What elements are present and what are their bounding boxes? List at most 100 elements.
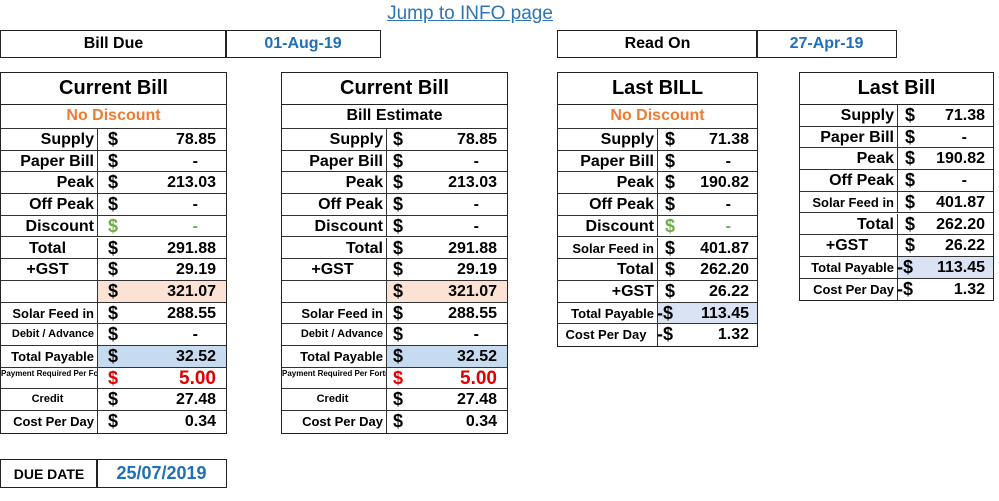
read-on-value[interactable]: 27-Apr-19: [756, 30, 897, 58]
value-cell[interactable]: $190.82: [898, 148, 993, 169]
row-label: Total Payable: [282, 346, 387, 367]
value-cell[interactable]: $ -: [387, 151, 507, 172]
table-row: Payment Required Per Fortnight Pay on Ti…: [1, 367, 226, 390]
row-label: Peak: [558, 172, 658, 194]
value-cell[interactable]: -$ 1.32: [897, 279, 993, 301]
value-cell[interactable]: $5.00: [387, 368, 507, 389]
value-cell[interactable]: $29.19: [387, 259, 507, 280]
table-row: Off Peak $ -: [558, 194, 757, 216]
row-label: +GST: [1, 259, 98, 280]
value-cell[interactable]: $288.55: [387, 303, 507, 324]
table-row: +GST $29.19: [282, 259, 507, 281]
value-cell[interactable]: $29.19: [98, 259, 226, 280]
value-cell[interactable]: $291.88: [98, 238, 226, 259]
value-cell[interactable]: $5.00: [98, 368, 226, 389]
row-label: +GST: [800, 235, 898, 256]
row-label: Off Peak: [1, 194, 98, 215]
value-cell[interactable]: $78.85: [387, 129, 507, 150]
currency-sign: $: [665, 129, 676, 149]
value-cell[interactable]: $ -: [898, 127, 993, 148]
currency-sign: $: [393, 346, 404, 366]
row-value: -: [961, 172, 967, 190]
row-value: 78.85: [175, 131, 216, 148]
currency-sign: $: [393, 411, 404, 432]
row-label: Debit / Advance: [282, 324, 387, 345]
value-cell[interactable]: $ -: [98, 194, 226, 215]
value-cell[interactable]: $ -: [387, 194, 507, 215]
table-row: $321.07: [1, 280, 226, 303]
row-label: Cost Per Day: [1, 411, 98, 433]
value-cell[interactable]: $71.38: [658, 129, 757, 150]
value-cell[interactable]: $26.22: [898, 235, 993, 256]
value-cell[interactable]: $288.55: [98, 303, 226, 324]
row-value: 291.88: [448, 239, 497, 257]
value-cell[interactable]: $ -: [98, 151, 226, 172]
row-label: Supply: [558, 129, 658, 150]
value-cell[interactable]: $ -: [98, 216, 226, 237]
currency-sign: $: [393, 129, 404, 149]
value-cell[interactable]: $0.34: [98, 411, 226, 433]
row-value: 113.45: [700, 304, 749, 322]
value-cell[interactable]: $27.48: [387, 389, 507, 410]
table-row: Supply $78.85: [282, 129, 507, 151]
value-cell[interactable]: $78.85: [98, 129, 226, 150]
currency-sign: $: [393, 367, 404, 388]
value-cell[interactable]: $ -: [387, 216, 507, 237]
value-cell[interactable]: $27.48: [98, 389, 226, 410]
value-cell[interactable]: $0.34: [387, 411, 507, 433]
row-value: 321.07: [167, 282, 216, 300]
table-title: Current Bill: [1, 73, 226, 105]
value-cell[interactable]: $ -: [387, 324, 507, 345]
value-cell[interactable]: $401.87: [658, 238, 757, 259]
currency-sign: $: [905, 148, 916, 169]
jump-to-info-link[interactable]: Jump to INFO page: [387, 3, 553, 24]
value-cell[interactable]: $291.88: [387, 238, 507, 259]
value-cell[interactable]: $321.07: [98, 280, 226, 302]
row-value: 288.55: [448, 304, 497, 322]
table-row: Total $262.20: [800, 213, 993, 236]
table-row: Debit / Advance $ -: [282, 324, 507, 346]
currency-sign: $: [665, 194, 676, 215]
table-row: Off Peak $ -: [800, 170, 993, 192]
value-cell[interactable]: $262.20: [658, 259, 757, 280]
currency-sign: $: [108, 302, 119, 323]
value-cell[interactable]: $ -: [98, 324, 226, 345]
table-row: Payment Required Per Fortnight$5.00: [282, 367, 507, 390]
value-cell[interactable]: $213.03: [387, 172, 507, 193]
row-label: Solar Feed in: [558, 237, 658, 259]
row-label: Cost Per Day: [800, 278, 898, 301]
table-subtitle: Bill Estimate: [282, 105, 507, 129]
bill-table-1: Current Bill No Discount Supply $78.85 Paper…: [0, 72, 227, 434]
bill-table-4: Last Bill Supply $71.38 Paper Bill $ - Peak $19…: [799, 72, 994, 302]
value-cell[interactable]: $401.87: [898, 192, 993, 213]
value-cell[interactable]: -$ 113.45: [657, 302, 757, 324]
value-cell[interactable]: $26.22: [658, 281, 757, 302]
value-cell[interactable]: $32.52: [387, 346, 507, 367]
value-cell[interactable]: $ -: [898, 170, 993, 191]
row-label: Peak: [282, 172, 387, 194]
row-value: 113.45: [936, 258, 985, 276]
due-date-value[interactable]: 25/07/2019: [96, 459, 227, 488]
row-value: 0.34: [465, 413, 497, 431]
currency-sign: $: [393, 194, 404, 215]
value-cell[interactable]: $ -: [658, 216, 757, 237]
value-cell[interactable]: $71.38: [898, 105, 993, 126]
table-title: Current Bill: [282, 73, 507, 105]
value-cell[interactable]: $262.20: [898, 214, 993, 235]
value-cell[interactable]: $190.82: [658, 172, 757, 193]
currency-sign: $: [665, 259, 676, 280]
value-cell[interactable]: $321.07: [387, 280, 507, 302]
table-row: $321.07: [282, 280, 507, 303]
bill-due-value[interactable]: 01-Aug-19: [225, 30, 381, 58]
row-label: Off Peak: [282, 194, 387, 215]
value-cell[interactable]: $ -: [658, 194, 757, 215]
row-label: Off Peak: [558, 194, 658, 215]
value-cell[interactable]: $ -: [658, 151, 757, 172]
value-cell[interactable]: -$ 1.32: [657, 324, 757, 346]
bill-table-2: Current Bill Bill Estimate Supply $78.85 Pap…: [281, 72, 508, 434]
table-title: Last BILL: [558, 73, 757, 105]
table-row: Discount $ -: [558, 215, 757, 238]
value-cell[interactable]: $213.03: [98, 172, 226, 193]
value-cell[interactable]: $32.52: [98, 346, 226, 367]
value-cell[interactable]: -$ 113.45: [897, 256, 993, 278]
